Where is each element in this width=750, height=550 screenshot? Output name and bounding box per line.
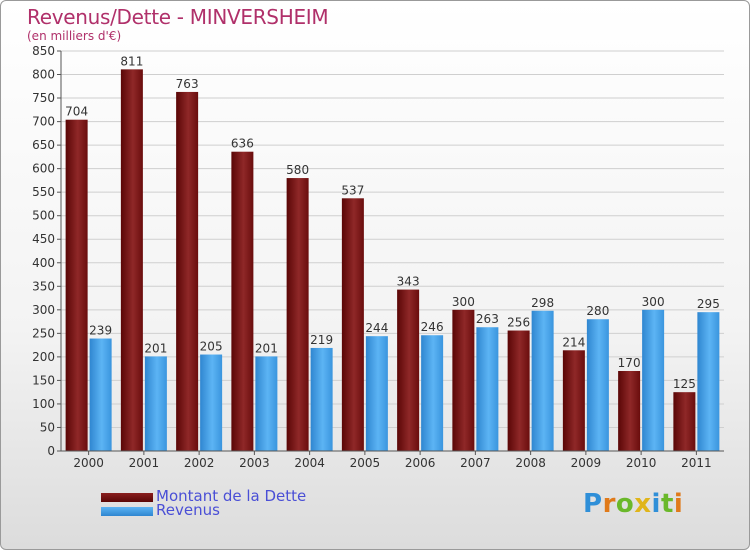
x-tick-label: 2004 — [294, 456, 325, 470]
bar-dette — [176, 91, 199, 452]
y-tick-label: 650 — [32, 138, 55, 152]
chart-subtitle: (en milliers d'€) — [27, 29, 122, 43]
bar-revenus — [144, 356, 167, 451]
x-tick-label: 2001 — [129, 456, 160, 470]
logo-letter: o — [615, 489, 635, 519]
bar-revenus — [200, 354, 223, 451]
bar-revenus — [365, 336, 388, 451]
y-tick-label: 350 — [32, 279, 55, 293]
bar-revenus — [697, 312, 720, 451]
bar-dette — [341, 198, 364, 451]
y-tick-label: 450 — [32, 232, 55, 246]
x-tick-label: 2010 — [626, 456, 657, 470]
bar-revenus — [255, 356, 278, 451]
data-label-dette: 636 — [231, 137, 254, 151]
x-tick-label: 2005 — [350, 456, 381, 470]
data-label-revenus: 280 — [586, 304, 609, 318]
legend-swatch-revenus — [101, 507, 153, 516]
logo-letter: t — [660, 489, 674, 519]
legend-swatch-dette — [101, 493, 153, 502]
data-label-revenus: 298 — [531, 296, 554, 310]
bar-dette — [618, 371, 641, 451]
y-tick-label: 50 — [40, 420, 55, 434]
bar-revenus — [531, 310, 554, 451]
y-tick-label: 500 — [32, 209, 55, 223]
y-tick-label: 750 — [32, 91, 55, 105]
bar-dette — [286, 178, 309, 451]
y-tick-label: 300 — [32, 303, 55, 317]
x-tick-label: 2006 — [405, 456, 436, 470]
data-label-dette: 580 — [286, 163, 309, 177]
y-tick-label: 800 — [32, 68, 55, 82]
chart-title: Revenus/Dette - MINVERSHEIM — [27, 5, 329, 29]
bar-dette — [120, 69, 143, 452]
bar-revenus — [421, 335, 444, 451]
data-label-revenus: 205 — [200, 340, 223, 354]
data-label-revenus: 239 — [89, 324, 112, 338]
data-label-revenus: 219 — [310, 333, 333, 347]
y-tick-label: 200 — [32, 350, 55, 364]
legend-label-dette: Montant de la Dette — [156, 487, 307, 505]
bar-dette — [397, 289, 420, 451]
y-tick-label: 600 — [32, 162, 55, 176]
logo-letter: P — [583, 489, 603, 519]
x-tick-label: 2009 — [571, 456, 602, 470]
data-label-revenus: 201 — [255, 341, 278, 355]
bar-dette — [673, 392, 696, 451]
bar-dette — [507, 330, 530, 451]
bar-revenus — [89, 338, 112, 451]
bar-revenus — [476, 327, 499, 451]
x-tick-label: 2011 — [681, 456, 712, 470]
data-label-dette: 125 — [673, 377, 696, 391]
data-label-revenus: 295 — [697, 297, 720, 311]
data-label-dette: 763 — [176, 77, 199, 91]
bar-revenus — [310, 347, 333, 451]
data-label-dette: 300 — [452, 295, 475, 309]
y-tick-label: 400 — [32, 256, 55, 270]
legend-label-revenus: Revenus — [156, 501, 220, 519]
bar-dette — [65, 119, 88, 452]
y-tick-label: 100 — [32, 397, 55, 411]
data-label-dette: 811 — [120, 54, 143, 68]
x-tick-label: 2000 — [73, 456, 104, 470]
logo-letter: r — [602, 489, 616, 519]
bar-revenus — [642, 309, 665, 451]
bar-revenus — [586, 319, 609, 451]
logo-letter: i — [673, 489, 684, 519]
y-tick-label: 700 — [32, 115, 55, 129]
logo-letter: i — [651, 489, 661, 519]
data-label-dette: 537 — [341, 183, 364, 197]
data-label-revenus: 201 — [144, 341, 167, 355]
data-label-revenus: 244 — [365, 321, 388, 335]
bar-dette — [231, 151, 254, 452]
data-label-dette: 704 — [65, 105, 88, 119]
data-label-dette: 256 — [507, 316, 530, 330]
bar-dette — [452, 309, 475, 451]
x-tick-label: 2002 — [184, 456, 215, 470]
x-tick-label: 2003 — [239, 456, 270, 470]
bar-dette — [562, 350, 585, 451]
data-label-revenus: 263 — [476, 312, 499, 326]
data-label-revenus: 246 — [421, 320, 444, 334]
data-label-revenus: 300 — [642, 295, 665, 309]
y-tick-label: 150 — [32, 373, 55, 387]
data-label-dette: 343 — [397, 275, 420, 289]
data-label-dette: 170 — [618, 356, 641, 370]
x-tick-label: 2008 — [515, 456, 546, 470]
proxiti-logo: Proxiti — [583, 489, 683, 519]
y-tick-label: 850 — [32, 44, 55, 58]
y-tick-label: 250 — [32, 326, 55, 340]
y-tick-label: 0 — [47, 444, 55, 458]
logo-letter: x — [634, 489, 652, 519]
data-label-dette: 214 — [562, 335, 585, 349]
y-tick-label: 550 — [32, 185, 55, 199]
x-tick-label: 2007 — [460, 456, 491, 470]
